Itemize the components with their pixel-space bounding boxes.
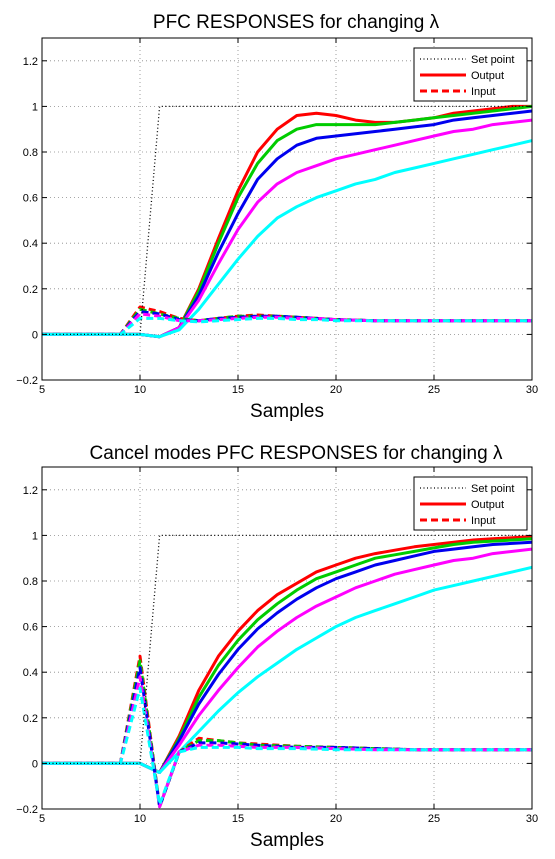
y-tick-label: 0.8 [23,576,38,588]
chart-top-ticks: 5 10 15 20 25 30 −0.2 0 0.2 0.4 0.6 0.8 1 1.2 [16,38,538,396]
legend-output-label: Output [471,499,504,511]
input-series-line [42,316,532,336]
setpoint-series-line [42,534,532,765]
chart-bottom-ticks: 5 10 15 20 25 30 −0.2 0 0.2 0.4 0.6 0.8 1 1.2 [16,467,538,825]
chart-bottom-axes-box [41,466,533,810]
x-tick-label: 15 [232,384,244,396]
chart-bottom-xlabel: Samples [250,830,324,851]
y-tick-label: 0 [32,329,38,341]
input-series-line [42,686,532,806]
x-tick-label: 5 [39,384,45,396]
x-tick-label: 20 [330,813,342,825]
y-tick-label: −0.2 [16,804,38,816]
legend-input-label: Input [471,86,495,98]
chart-top-xlabel: Samples [250,401,324,422]
y-tick-label: 0.2 [23,713,38,725]
legend-output-label: Output [471,70,504,82]
y-tick-label: −0.2 [16,375,38,387]
chart-top-title: PFC RESPONSES for changing λ [153,12,440,33]
chart-top-legend: Set point Output Input [413,47,528,102]
output-series-line [42,537,532,774]
x-tick-label: 5 [39,813,45,825]
x-tick-label: 25 [428,813,440,825]
x-tick-label: 15 [232,813,244,825]
y-tick-label: 0.2 [23,284,38,296]
legend-setpoint-label: Set point [471,54,514,66]
legend-input-label: Input [471,515,495,527]
x-tick-label: 30 [526,813,538,825]
chart-top: PFC RESPONSES for changing λ 5 10 15 20 25 30… [16,12,538,422]
output-series-line [42,565,532,774]
y-tick-label: 1 [32,530,38,542]
y-tick-label: 0.6 [23,193,38,205]
setpoint-series-line [42,105,532,336]
y-tick-label: 1.2 [23,485,38,497]
output-series-line [42,535,532,774]
output-series-line [42,118,532,339]
x-tick-label: 10 [134,813,146,825]
chart-bottom-legend: Set point Output Input [413,476,528,531]
x-tick-label: 25 [428,384,440,396]
legend-setpoint-label: Set point [471,483,514,495]
x-tick-label: 10 [134,384,146,396]
chart-bottom: Cancel modes PFC RESPONSES for changing … [16,443,538,851]
output-series-line [42,547,532,774]
output-series-line [42,540,532,774]
y-tick-label: 1 [32,101,38,113]
y-tick-label: 1.2 [23,56,38,68]
x-tick-label: 20 [330,384,342,396]
y-tick-label: 0.4 [23,238,38,250]
x-tick-label: 30 [526,384,538,396]
y-tick-label: 0.8 [23,147,38,159]
y-tick-label: 0 [32,758,38,770]
chart-bottom-title: Cancel modes PFC RESPONSES for changing … [90,443,503,464]
chart-top-axes-box [41,37,533,381]
chart-top-lines [42,104,532,339]
y-tick-label: 0.6 [23,622,38,634]
chart-bottom-lines [42,534,532,809]
y-tick-label: 0.4 [23,667,38,679]
